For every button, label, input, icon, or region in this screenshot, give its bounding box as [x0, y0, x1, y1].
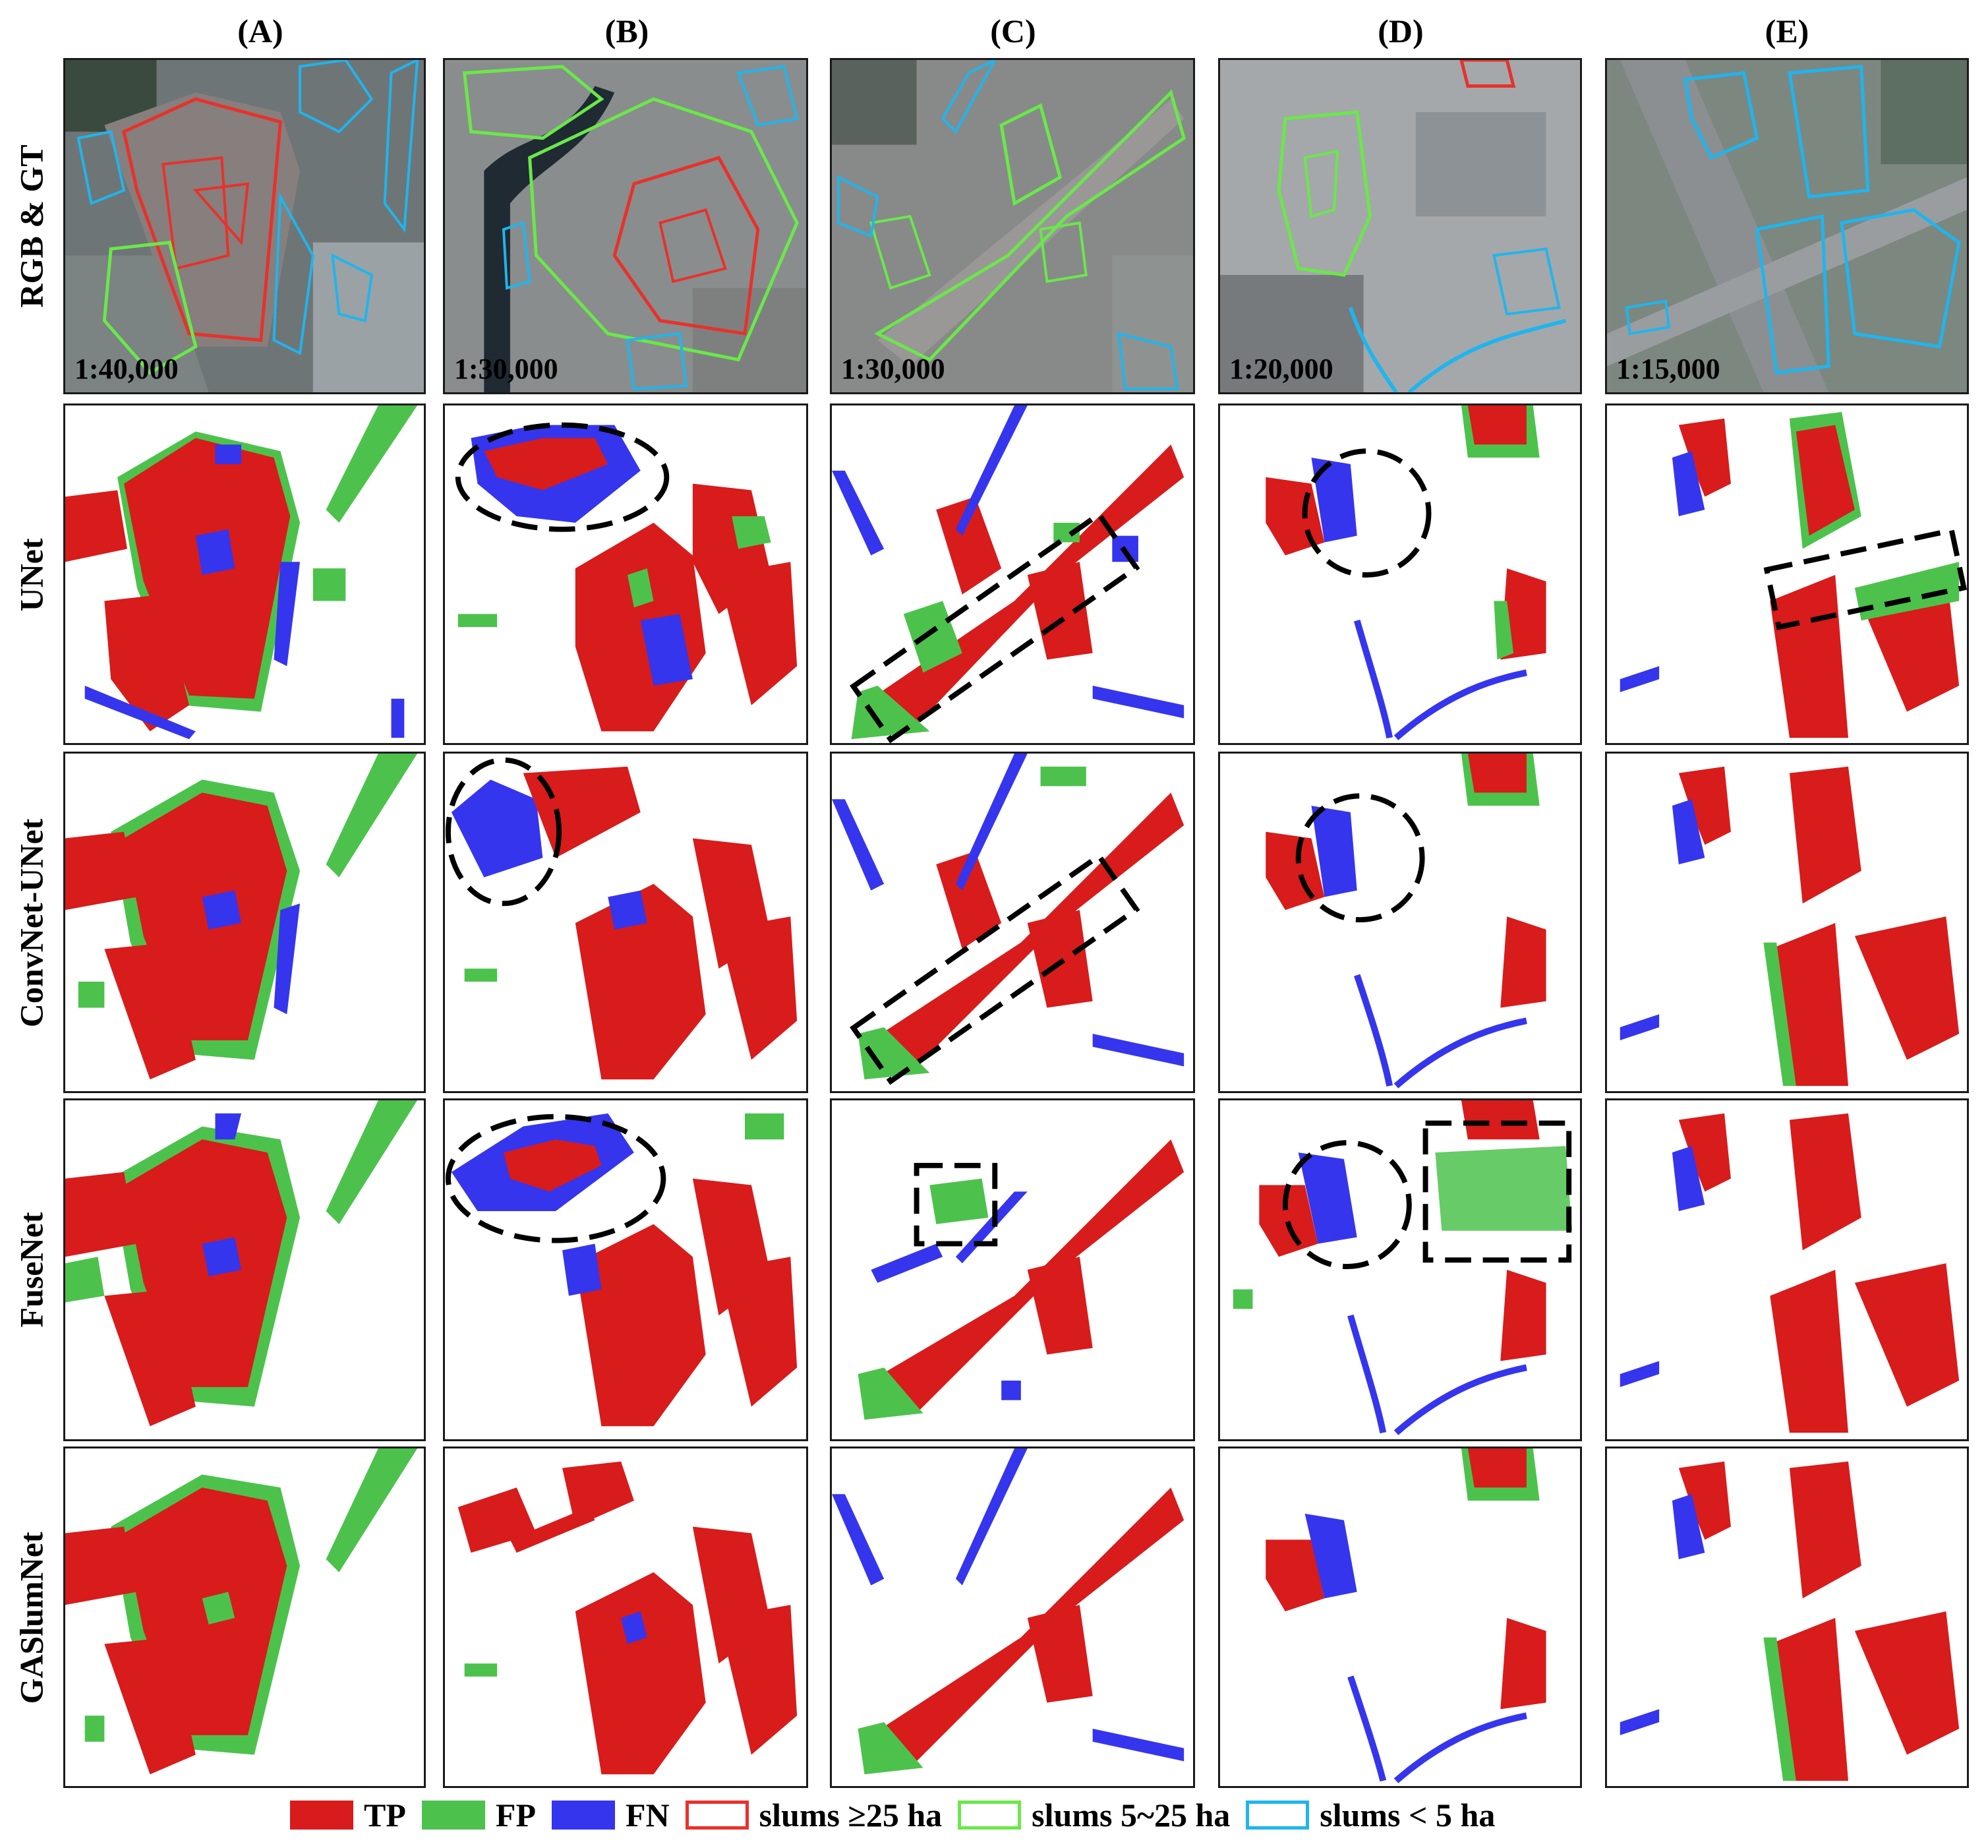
prediction-map	[1266, 405, 1546, 740]
panel-fusenet-d	[1218, 1098, 1582, 1441]
prediction-map	[1266, 1448, 1546, 1783]
panel-convnet-c	[830, 752, 1195, 1093]
satellite-image	[1220, 60, 1580, 392]
panel-convnet-b	[443, 752, 808, 1093]
prediction-map	[858, 1139, 1184, 1420]
legend-swatch-fn	[552, 1801, 615, 1830]
row-label-rgb-gt: RGB & GT	[13, 144, 50, 308]
column-header-d: (D)	[1378, 13, 1424, 49]
legend-swatch-slums-small	[1246, 1801, 1310, 1830]
row-label-fusenet: FuseNet	[13, 1212, 50, 1328]
legend-swatch-tp	[290, 1801, 353, 1830]
legend-label: FP	[495, 1797, 536, 1833]
legend-item-slums-large: slums ≥25 ha	[685, 1796, 943, 1834]
legend-item-slums-small: slums < 5 ha	[1246, 1796, 1495, 1834]
column-header-c: (C)	[990, 13, 1036, 49]
panel-unet-e	[1605, 403, 1969, 745]
prediction-map	[832, 754, 1184, 1085]
row-label-unet: UNet	[13, 538, 50, 612]
scale-label: 1:15,000	[1616, 353, 1720, 385]
panel-unet-c	[830, 403, 1195, 745]
legend-label: slums < 5 ha	[1320, 1797, 1496, 1833]
prediction-map	[832, 405, 1184, 743]
panel-unet-a	[63, 403, 426, 745]
prediction-map	[445, 1113, 798, 1427]
legend-label: FN	[626, 1797, 670, 1833]
legend-item-slums-mid: slums 5~25 ha	[958, 1796, 1230, 1834]
panel-rgb-e: 1:15,000	[1605, 58, 1969, 394]
legend-label: slums ≥25 ha	[759, 1797, 943, 1833]
prediction-map	[1233, 1100, 1573, 1435]
panel-rgb-c: 1:30,000	[830, 58, 1195, 394]
prediction-map	[65, 405, 418, 740]
panel-gaslumnet-c	[830, 1446, 1195, 1788]
panel-rgb-b: 1:30,000	[443, 58, 808, 394]
legend-swatch-fp	[421, 1801, 485, 1830]
panel-rgb-a: 1:40,000	[63, 58, 426, 394]
panel-gaslumnet-a	[63, 1446, 426, 1788]
legend-swatch-slums-mid	[958, 1801, 1022, 1830]
panel-gaslumnet-d	[1218, 1446, 1582, 1788]
scale-label: 1:20,000	[1229, 353, 1333, 385]
legend-item-fp: FP	[421, 1796, 536, 1834]
panel-unet-b	[443, 403, 808, 745]
prediction-map	[1266, 754, 1546, 1088]
satellite-image	[1607, 60, 1967, 392]
row-label-gaslumnet: GASlumNet	[13, 1532, 50, 1704]
panel-convnet-d	[1218, 752, 1582, 1093]
prediction-map	[65, 754, 418, 1080]
prediction-map	[445, 757, 798, 1080]
prediction-map	[1620, 1113, 1960, 1433]
scale-label: 1:40,000	[74, 353, 179, 385]
panel-gaslumnet-e	[1605, 1446, 1969, 1788]
panel-fusenet-c	[830, 1098, 1195, 1441]
legend-label: slums 5~25 ha	[1032, 1797, 1231, 1833]
legend-swatch-slums-large	[685, 1801, 749, 1830]
prediction-map	[1620, 766, 1960, 1087]
satellite-image	[832, 60, 1193, 392]
panel-convnet-a	[63, 752, 426, 1093]
scale-label: 1:30,000	[841, 353, 945, 385]
prediction-map	[65, 1100, 418, 1427]
row-label-convnet-unet: ConvNet-UNet	[13, 818, 50, 1028]
prediction-map	[1620, 1461, 1960, 1781]
legend-item-fn: FN	[552, 1796, 670, 1834]
panel-convnet-e	[1605, 752, 1969, 1093]
scale-label: 1:30,000	[454, 353, 558, 385]
prediction-map	[457, 1461, 798, 1775]
legend-label: TP	[364, 1797, 406, 1833]
panel-gaslumnet-b	[443, 1446, 808, 1788]
legend: TP FP FN slums ≥25 ha slums 5~25 ha slum…	[290, 1792, 1511, 1838]
column-header-a: (A)	[237, 13, 283, 49]
legend-item-tp: TP	[290, 1796, 406, 1834]
panel-unet-d	[1218, 403, 1582, 745]
prediction-map	[65, 1448, 418, 1775]
prediction-map	[832, 1448, 1184, 1775]
panel-fusenet-b	[443, 1098, 808, 1441]
panel-fusenet-a	[63, 1098, 426, 1441]
prediction-map	[455, 422, 798, 732]
column-header-b: (B)	[604, 13, 649, 49]
panel-rgb-d: 1:20,000	[1218, 58, 1582, 394]
satellite-image	[445, 60, 806, 392]
column-header-e: (E)	[1765, 13, 1809, 49]
prediction-map	[1620, 411, 1967, 738]
satellite-image	[65, 60, 424, 392]
panel-fusenet-e	[1605, 1098, 1969, 1441]
